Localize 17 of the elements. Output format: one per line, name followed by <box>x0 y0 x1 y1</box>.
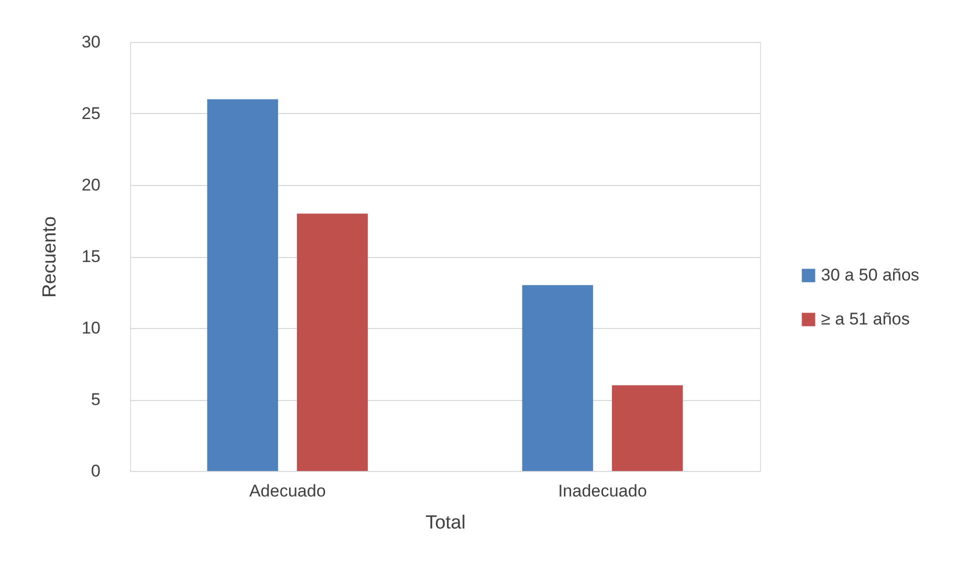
y-tick-label: 0 <box>91 462 100 480</box>
x-tick-label: Inadecuado <box>558 482 647 500</box>
bar <box>207 99 278 471</box>
y-tick-label: 5 <box>91 390 100 409</box>
legend-label: 30 a 50 años <box>821 266 920 284</box>
x-axis-title: Total <box>425 512 466 534</box>
legend-label: ≥ a 51 años <box>821 310 910 328</box>
y-tick-label: 30 <box>82 32 100 52</box>
y-tick-label: 20 <box>82 176 100 194</box>
y-tick-label: 15 <box>82 247 100 266</box>
y-tick-label: 10 <box>82 318 100 338</box>
bar <box>612 385 683 471</box>
x-tick-label: Adecuado <box>249 482 326 500</box>
bar <box>522 285 594 471</box>
y-tick-label: 25 <box>82 104 100 123</box>
bar <box>296 214 368 471</box>
y-axis-title: Recuento <box>40 216 61 298</box>
